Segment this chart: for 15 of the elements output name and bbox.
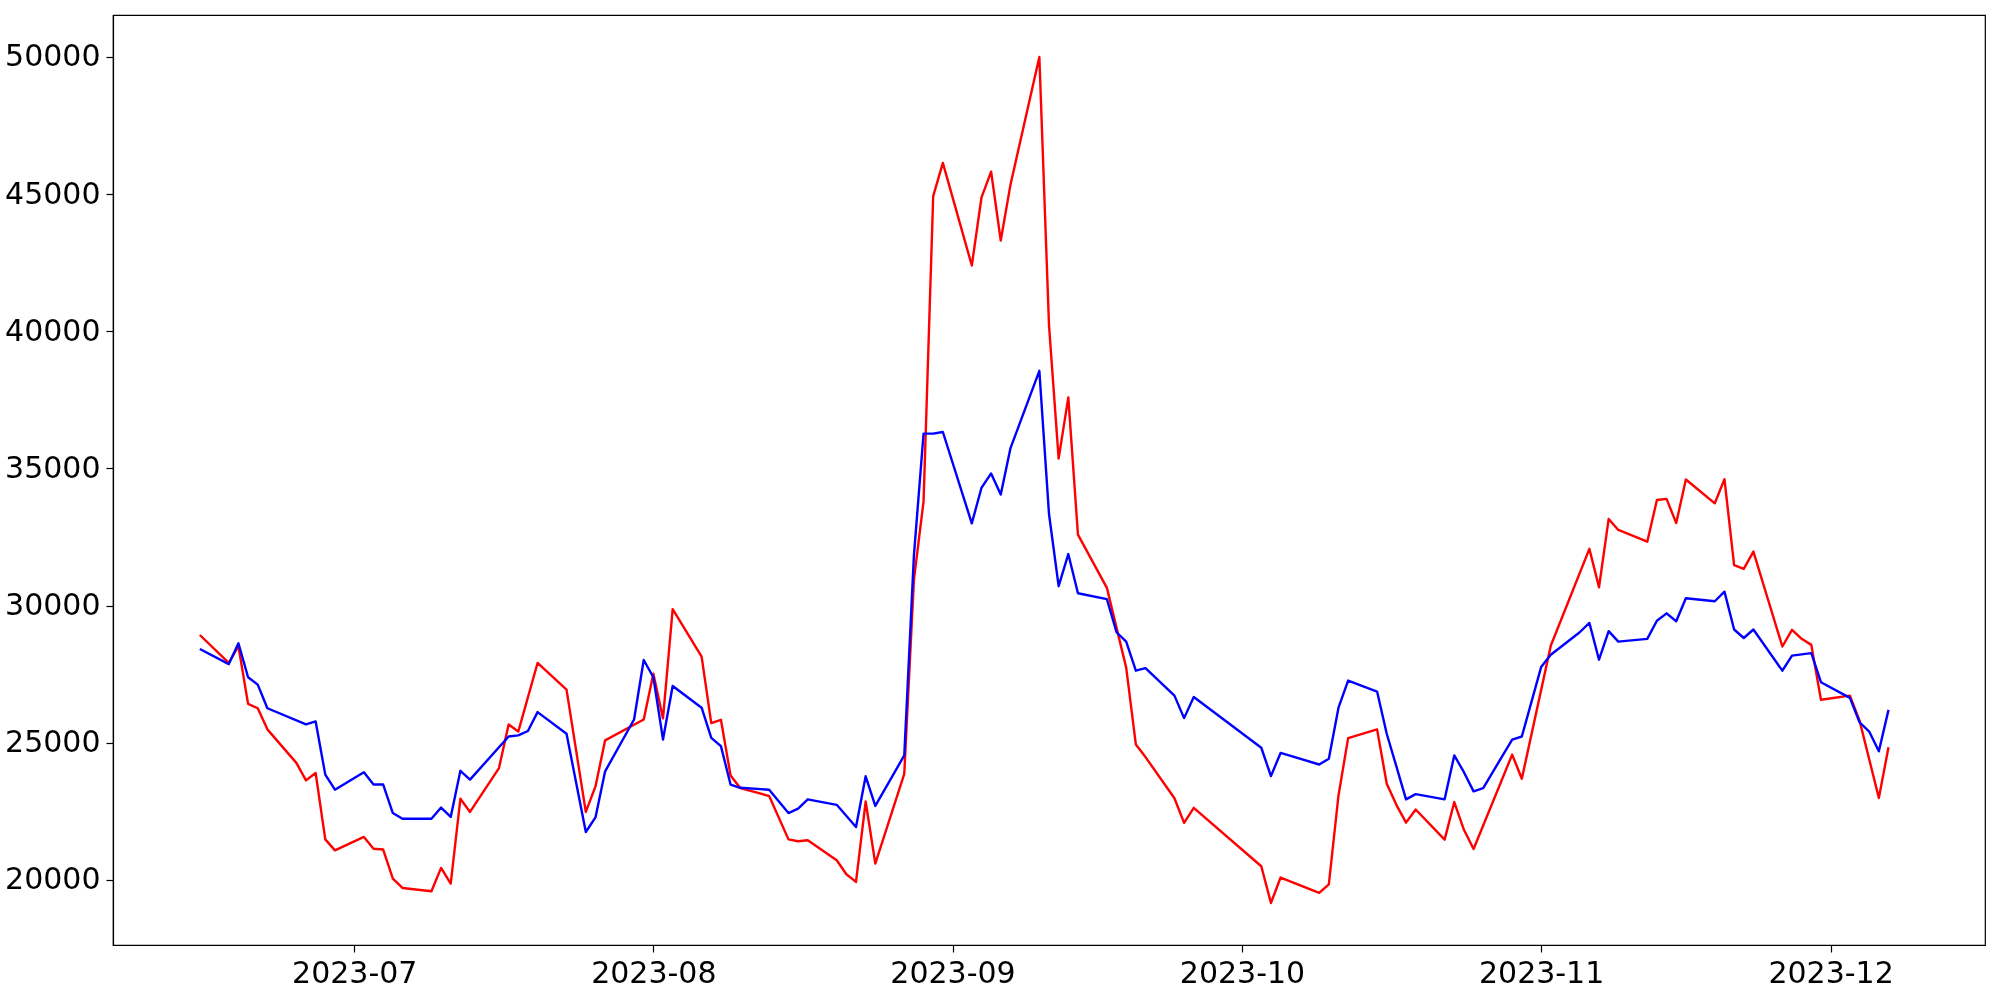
x-tick-label: 2023-12 [1768,954,1894,990]
y-tick-label: 50000 [5,38,101,74]
line-series [198,55,1890,905]
y-tick-label: 30000 [5,587,101,623]
x-tick-label: 2023-08 [591,954,717,990]
y-tick-label: 40000 [5,312,101,348]
x-tick-label: 2023-10 [1179,954,1306,990]
y-tick-label: 35000 [5,449,101,485]
y-tick-label: 25000 [5,724,101,760]
y-tick-label: 45000 [5,175,101,211]
x-tick-label: 2023-07 [292,954,418,990]
x-tick-label: 2023-11 [1478,954,1605,990]
y-tick-label: 20000 [5,861,101,897]
x-tick-label: 2023-09 [890,954,1016,990]
line-series [198,369,1890,834]
